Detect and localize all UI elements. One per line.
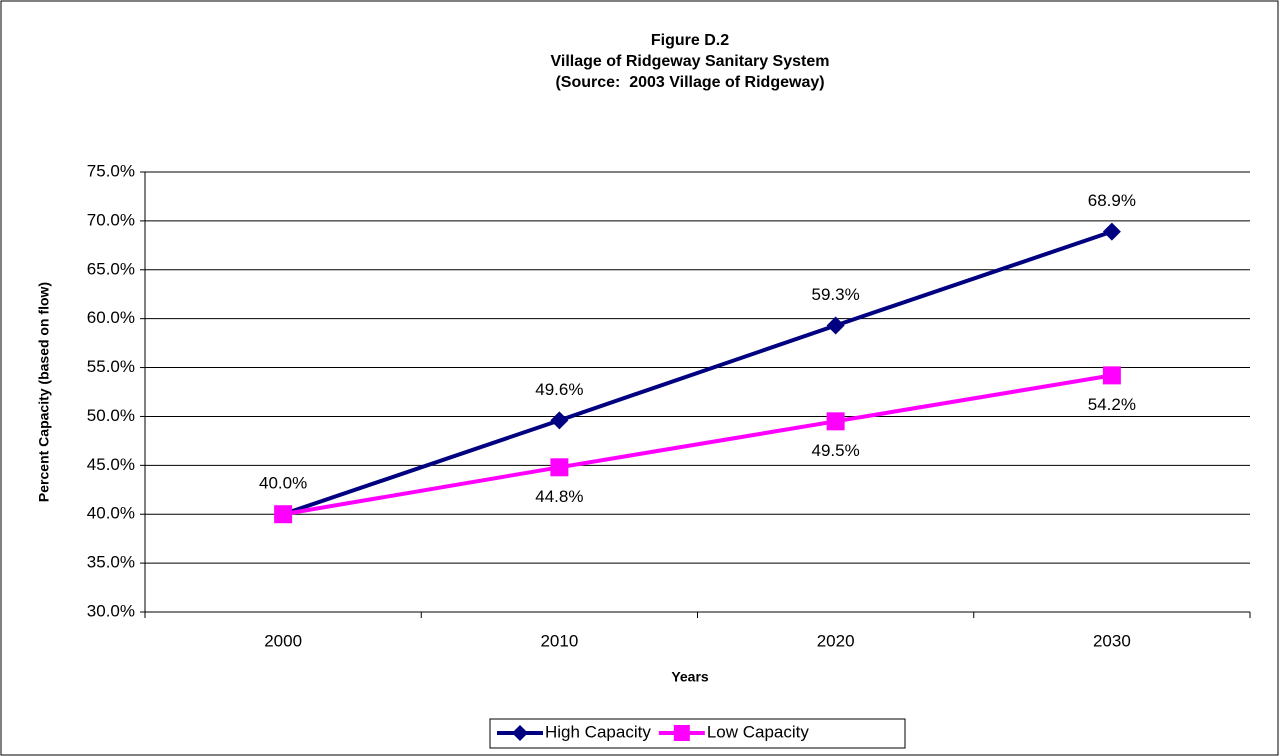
data-label: 49.6%	[535, 380, 583, 399]
x-tick-label: 2030	[1093, 631, 1131, 650]
y-tick-label: 65.0%	[87, 259, 135, 278]
series-line	[282, 229, 1113, 517]
legend-marker	[512, 725, 528, 741]
y-tick-label: 30.0%	[87, 601, 135, 620]
chart-subtitle: (Source: 2003 Village of Ridgeway)	[555, 74, 824, 91]
marker	[1102, 366, 1121, 385]
data-label: 68.9%	[1088, 191, 1136, 210]
marker	[550, 411, 569, 430]
data-label: 44.8%	[535, 487, 583, 506]
y-tick-label: 75.0%	[87, 161, 135, 180]
data-label: 59.3%	[812, 285, 860, 304]
y-tick-label: 60.0%	[87, 308, 135, 327]
y-tick-label: 55.0%	[87, 357, 135, 376]
y-axis-label: Percent Capacity (based on flow)	[36, 282, 52, 502]
marker	[826, 412, 845, 431]
data-label: 54.2%	[1088, 395, 1136, 414]
chart-title: Figure D.2	[651, 32, 729, 49]
x-axis-label: Years	[671, 669, 709, 685]
marker	[550, 458, 569, 477]
data-label: 40.0%	[259, 474, 307, 493]
data-label: 49.5%	[812, 441, 860, 460]
chart-subtitle: Village of Ridgeway Sanitary System	[551, 53, 830, 70]
marker	[274, 505, 293, 524]
y-tick-label: 70.0%	[87, 210, 135, 229]
y-tick-label: 45.0%	[87, 455, 135, 474]
y-tick-label: 35.0%	[87, 553, 135, 572]
x-tick-label: 2020	[817, 631, 855, 650]
x-tick-label: 2000	[264, 631, 302, 650]
series-line	[282, 373, 1113, 517]
legend-label: Low Capacity	[707, 722, 810, 741]
y-tick-label: 40.0%	[87, 504, 135, 523]
marker	[826, 316, 845, 335]
x-tick-label: 2010	[540, 631, 578, 650]
legend-label: High Capacity	[545, 722, 651, 741]
y-tick-label: 50.0%	[87, 406, 135, 425]
marker	[1102, 222, 1121, 241]
legend-marker	[673, 725, 690, 741]
